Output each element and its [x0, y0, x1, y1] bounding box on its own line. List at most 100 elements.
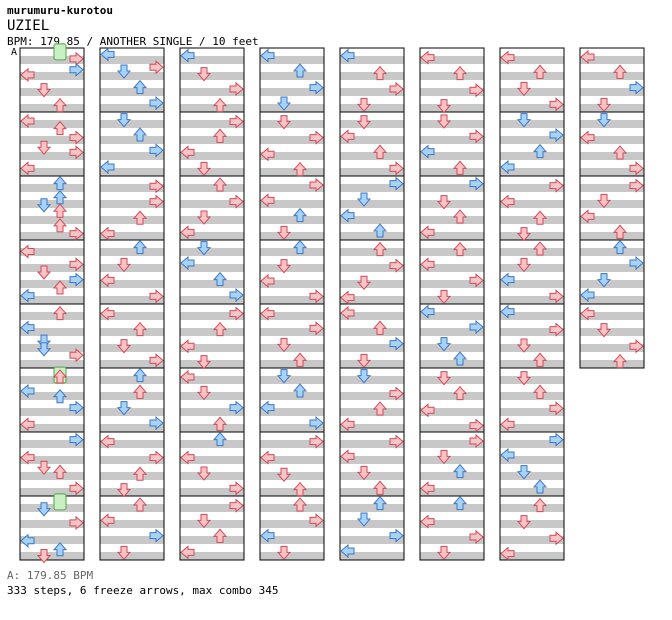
measure-block — [100, 504, 164, 560]
measure-stripe — [260, 552, 324, 560]
measure-stripe — [420, 296, 484, 304]
measure-stripe — [180, 312, 244, 320]
measure-stripe — [100, 344, 164, 352]
measure-stripe — [20, 88, 84, 96]
measure-stripe — [180, 56, 244, 64]
measure-block — [580, 312, 644, 368]
measure-block — [580, 56, 644, 112]
measure-block — [180, 120, 244, 176]
measure-stripe — [100, 152, 164, 160]
measure-stripe — [180, 248, 244, 256]
measure-stripe — [20, 552, 84, 560]
measure-block — [100, 248, 164, 304]
measure-stripe — [260, 152, 324, 160]
measure-block — [340, 248, 404, 304]
measure-stripe — [580, 168, 644, 176]
measure-stripe — [500, 440, 564, 448]
measure-block — [420, 376, 484, 432]
measure-stripe — [500, 232, 564, 240]
measure-stripe — [260, 296, 324, 304]
measure-stripe — [580, 56, 644, 64]
measure-stripe — [340, 248, 404, 256]
measure-stripe — [20, 120, 84, 128]
measure-stripe — [260, 184, 324, 192]
measure-stripe — [500, 216, 564, 224]
measure-stripe — [420, 200, 484, 208]
measure-block — [500, 440, 564, 496]
measure-stripe — [500, 408, 564, 416]
measure-stripe — [20, 504, 84, 512]
measure-stripe — [420, 504, 484, 512]
measure-stripe — [340, 104, 404, 112]
measure-stripe — [260, 456, 324, 464]
measure-stripe — [260, 376, 324, 384]
measure-stripe — [20, 392, 84, 400]
measure-stripe — [500, 264, 564, 272]
measure-stripe — [20, 280, 84, 288]
measure-stripe — [500, 120, 564, 128]
freeze-arrow — [53, 43, 67, 61]
measure-stripe — [340, 56, 404, 64]
measure-stripe — [340, 408, 404, 416]
measure-block — [580, 184, 644, 240]
measure-stripe — [260, 136, 324, 144]
measure-stripe — [420, 424, 484, 432]
measure-stripe — [580, 216, 644, 224]
measure-stripe — [340, 504, 404, 512]
measure-stripe — [20, 520, 84, 528]
bpm-footnote: A: 179.85 BPM — [7, 569, 94, 582]
measure-stripe — [100, 536, 164, 544]
measure-stripe — [500, 280, 564, 288]
measure-block — [20, 312, 84, 368]
measure-stripe — [340, 360, 404, 368]
measure-block — [260, 56, 324, 112]
measure-stripe — [580, 360, 644, 368]
measure-stripe — [500, 104, 564, 112]
measure-stripe — [260, 200, 324, 208]
chart-stats: 333 steps, 6 freeze arrows, max combo 34… — [7, 584, 279, 597]
measure-stripe — [100, 88, 164, 96]
song-title: UZIEL — [7, 18, 50, 34]
measure-block — [180, 56, 244, 112]
measure-stripe — [260, 408, 324, 416]
measure-stripe — [340, 344, 404, 352]
measure-stripe — [20, 264, 84, 272]
measure-stripe — [420, 376, 484, 384]
measure-block — [260, 312, 324, 368]
measure-stripe — [420, 392, 484, 400]
measure-stripe — [420, 344, 484, 352]
measure-stripe — [180, 296, 244, 304]
measure-stripe — [180, 168, 244, 176]
measure-block — [180, 312, 244, 368]
measure-stripe — [500, 296, 564, 304]
measure-block — [340, 312, 404, 368]
measure-block — [340, 184, 404, 240]
measure-block — [420, 120, 484, 176]
measure-stripe — [420, 280, 484, 288]
measure-stripe — [100, 520, 164, 528]
measure-stripe — [260, 56, 324, 64]
measure-stripe — [100, 216, 164, 224]
measure-stripe — [100, 376, 164, 384]
measure-stripe — [500, 200, 564, 208]
step-arrow-down — [37, 549, 51, 564]
measure-block — [260, 248, 324, 304]
measure-stripe — [180, 488, 244, 496]
measure-stripe — [420, 552, 484, 560]
measure-stripe — [260, 440, 324, 448]
measure-stripe — [260, 168, 324, 176]
measure-stripe — [180, 360, 244, 368]
measure-stripe — [180, 136, 244, 144]
measure-block — [20, 184, 84, 240]
measure-stripe — [20, 296, 84, 304]
measure-block — [500, 184, 564, 240]
measure-block — [180, 376, 244, 432]
measure-block — [260, 184, 324, 240]
measure-stripe — [100, 280, 164, 288]
measure-stripe — [420, 168, 484, 176]
measure-stripe — [180, 72, 244, 80]
measure-block — [20, 504, 84, 560]
measure-stripe — [340, 536, 404, 544]
measure-block — [420, 248, 484, 304]
